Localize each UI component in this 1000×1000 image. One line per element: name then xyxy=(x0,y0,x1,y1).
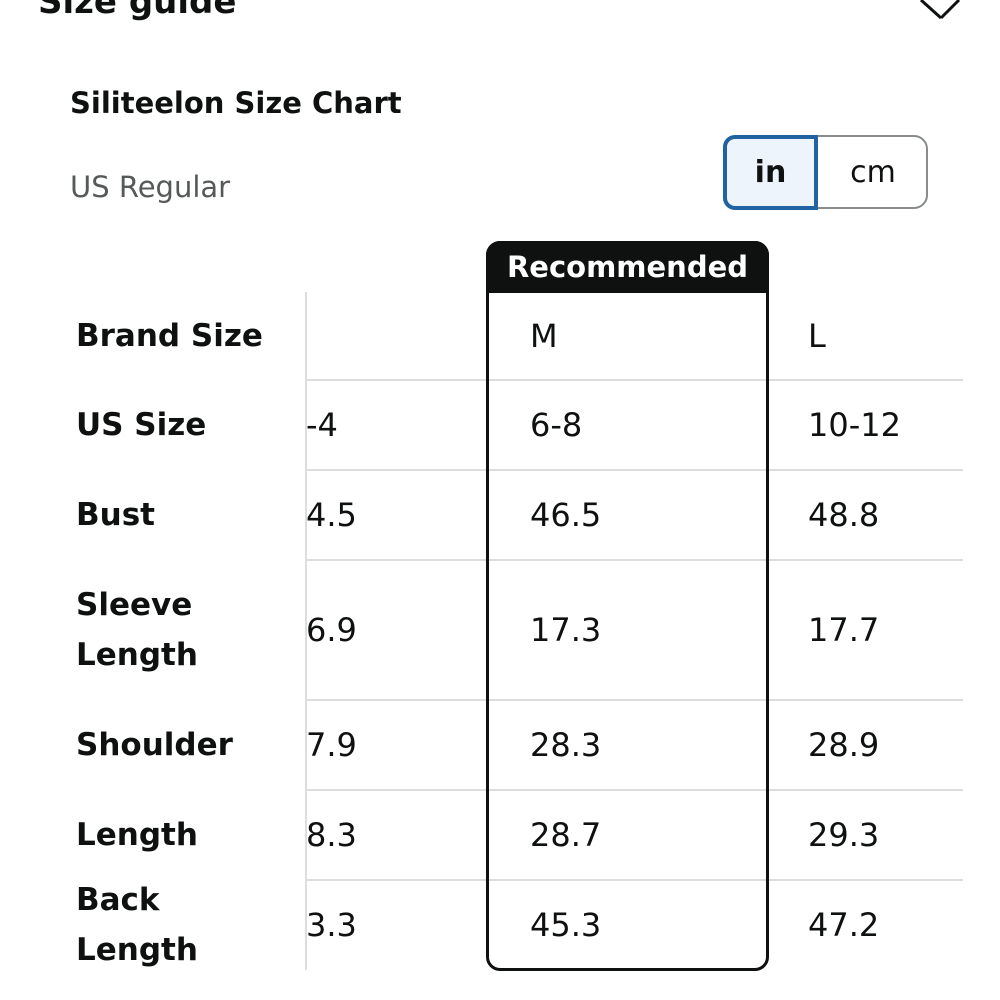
size-cell: 28.9 xyxy=(808,726,880,764)
unit-option-selected[interactable]: in xyxy=(723,135,818,210)
size-cell: 7.9 xyxy=(306,726,357,764)
size-cell: 3.3 xyxy=(306,906,357,944)
size-cell: 45.3 xyxy=(530,906,602,944)
row-divider xyxy=(305,379,963,381)
panel-title: Size guide xyxy=(38,0,237,22)
row-header: US Size xyxy=(76,407,207,443)
recommended-box xyxy=(486,241,769,971)
size-cell: -4 xyxy=(306,406,338,444)
column-divider xyxy=(305,292,307,970)
size-cell: 17.7 xyxy=(808,611,880,649)
recommended-badge: Recommended xyxy=(486,241,769,293)
size-cell: 10-12 xyxy=(808,406,901,444)
size-cell: 4.5 xyxy=(306,496,357,534)
row-header: Length xyxy=(76,817,198,853)
size-cell: 6.9 xyxy=(306,611,357,649)
close-button[interactable] xyxy=(915,0,965,22)
size-cell: 48.8 xyxy=(808,496,880,534)
row-divider xyxy=(305,469,963,471)
size-header: L xyxy=(808,317,826,355)
size-cell: 17.3 xyxy=(530,611,602,649)
region-label: US Regular xyxy=(70,170,231,204)
size-cell: 28.3 xyxy=(530,726,602,764)
row-header: Sleeve Length xyxy=(76,587,198,673)
row-divider xyxy=(305,789,963,791)
row-divider xyxy=(305,699,963,701)
row-header: Brand Size xyxy=(76,318,263,354)
size-cell: 46.5 xyxy=(530,496,602,534)
row-header: Shoulder xyxy=(76,727,233,763)
row-header: Back Length xyxy=(76,882,198,968)
size-cell: 6-8 xyxy=(530,406,583,444)
row-divider xyxy=(305,559,963,561)
size-cell: 28.7 xyxy=(530,816,602,854)
unit-option[interactable]: cm xyxy=(850,155,896,190)
size-cell: 29.3 xyxy=(808,816,880,854)
size-cell: 47.2 xyxy=(808,906,880,944)
row-divider xyxy=(305,879,963,881)
size-header: M xyxy=(530,317,558,355)
size-cell: 8.3 xyxy=(306,816,357,854)
chart-title: Siliteelon Size Chart xyxy=(70,86,402,120)
row-header: Bust xyxy=(76,497,155,533)
